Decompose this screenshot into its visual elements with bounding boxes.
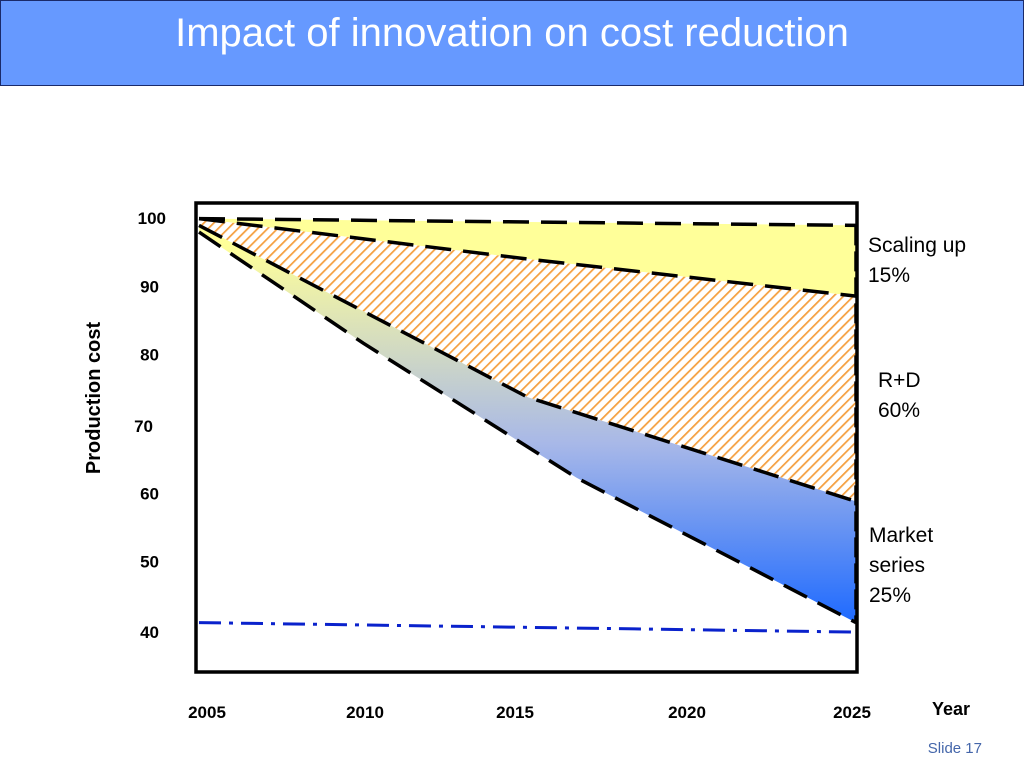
y-axis-label: Production cost (83, 322, 105, 475)
x-tick-label: 2020 (668, 703, 706, 722)
y-tick-label: 80 (140, 346, 159, 365)
y-tick-label: 60 (140, 484, 159, 503)
label-market-series: 25% (869, 584, 911, 607)
label-market-series: series (869, 554, 925, 577)
line-rd (198, 223, 857, 504)
y-tick-label: 70 (134, 417, 153, 436)
y-tick-label: 50 (140, 553, 159, 572)
label-rd: 60% (878, 399, 920, 422)
line-scaling (198, 216, 857, 298)
y-tick-label: 90 (140, 277, 159, 296)
band-rd (199, 218, 856, 502)
y-tick-label: 40 (140, 623, 159, 642)
slide-title: Impact of innovation on cost reduction (175, 11, 849, 55)
label-rd: R+D (878, 369, 921, 392)
title-bar: Impact of innovation on cost reduction (0, 0, 1024, 86)
y-tick-label: 100 (138, 209, 166, 228)
slide-number: Slide 17 (927, 740, 982, 757)
band-market-series (199, 225, 856, 623)
x-tick-label: 2005 (188, 703, 226, 722)
line-market (198, 230, 857, 625)
label-market-series: Market (869, 524, 933, 547)
label-scaling-up: Scaling up (868, 234, 966, 257)
line-top (198, 216, 857, 228)
x-tick-label: 2015 (496, 703, 534, 722)
x-tick-label: 2025 (833, 703, 871, 722)
label-scaling-up: 15% (868, 264, 910, 287)
x-axis-label: Year (932, 699, 970, 719)
line-floor (198, 621, 857, 634)
x-tick-label: 2010 (346, 703, 384, 722)
plot-frame (194, 201, 859, 674)
